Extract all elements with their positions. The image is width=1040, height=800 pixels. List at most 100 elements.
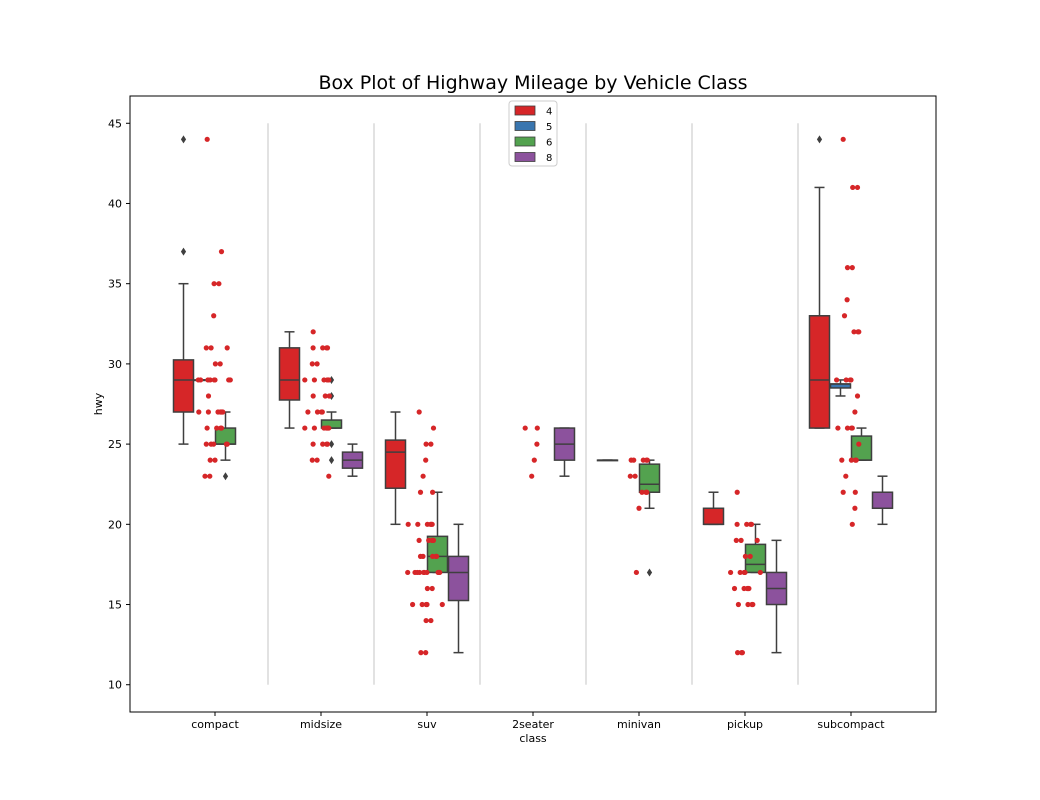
strip-point <box>738 537 744 543</box>
y-tick-label: 15 <box>108 599 122 612</box>
strip-point <box>211 377 217 383</box>
strip-point <box>632 473 638 479</box>
box-pickup-8 <box>765 539 788 654</box>
strip-point <box>320 345 326 351</box>
strip-point <box>428 521 434 527</box>
strip-point <box>405 521 411 527</box>
outlier-point <box>180 247 187 256</box>
x-tick-label: 2seater <box>512 718 554 731</box>
strip-point <box>531 457 537 463</box>
strip-point <box>757 569 763 576</box>
strip-point <box>633 569 640 576</box>
strip-point <box>429 537 435 543</box>
strip-point <box>216 281 222 287</box>
strip-point <box>412 569 418 576</box>
x-axis-label: class <box>519 732 547 745</box>
strip-point <box>643 457 650 463</box>
strip-point <box>840 136 846 142</box>
strip-point <box>852 409 858 415</box>
strip-point <box>324 441 330 447</box>
outlier-point <box>816 135 823 144</box>
strip-point <box>430 489 436 495</box>
box-body <box>384 439 407 489</box>
strip-point <box>416 409 422 415</box>
strip-point <box>326 393 332 399</box>
strip-point <box>843 473 849 479</box>
legend-label-4: 4 <box>546 107 552 118</box>
strip-point <box>305 409 311 415</box>
legend: 4 5 6 8 <box>508 100 558 167</box>
strip-point <box>744 585 750 592</box>
strip-point <box>735 601 742 608</box>
box-body <box>638 463 661 493</box>
strip-point <box>324 377 330 383</box>
box-compact-6 <box>214 411 237 481</box>
strip-point <box>855 329 861 335</box>
strip-point <box>310 393 316 399</box>
strip-point <box>844 297 850 303</box>
strip-point <box>733 537 739 543</box>
strip-point <box>195 377 201 383</box>
strip-point <box>534 441 540 447</box>
plot-area <box>172 123 894 685</box>
strip-point <box>747 553 753 559</box>
box-suv-8 <box>447 523 470 654</box>
strip-point <box>211 441 217 447</box>
strip-point <box>423 601 429 608</box>
box-subcompact-5 <box>829 379 852 397</box>
strip-point <box>636 505 642 511</box>
strip-point <box>739 650 745 656</box>
y-tick-label: 35 <box>108 278 122 291</box>
strip-point <box>534 425 540 431</box>
strip-point <box>420 473 426 479</box>
strip-point <box>314 361 320 367</box>
box-body <box>172 359 195 413</box>
outlier-point <box>328 440 335 449</box>
strip-point <box>323 425 329 431</box>
strip-point <box>415 521 421 527</box>
outlier-point <box>222 472 229 481</box>
strip-point <box>754 537 760 543</box>
strip-point <box>223 441 229 447</box>
strip-point <box>844 265 851 271</box>
strip-point <box>844 425 851 431</box>
strip-point <box>205 393 212 399</box>
strip-point <box>196 409 202 415</box>
strip-point <box>326 473 332 479</box>
strip-point <box>735 650 741 656</box>
box-compact-4 <box>172 135 195 445</box>
strip-point <box>203 345 209 351</box>
strip-point <box>218 425 224 431</box>
strip-point <box>320 441 326 447</box>
strip-point <box>734 521 740 527</box>
box-midsize-8 <box>341 443 364 477</box>
strip-point <box>203 441 209 447</box>
strip-point <box>852 457 859 463</box>
legend-swatch-4 <box>514 105 536 116</box>
strip-point <box>211 313 217 319</box>
strip-point <box>423 457 429 463</box>
strip-point <box>310 345 316 351</box>
strip-point <box>212 457 218 463</box>
box-body <box>850 435 873 461</box>
strip-point <box>214 425 220 431</box>
strip-point <box>847 377 853 383</box>
strip-point <box>848 457 855 463</box>
x-tick-label: minivan <box>617 718 661 731</box>
strip-point <box>309 457 315 463</box>
strip-point <box>310 441 316 447</box>
strip-point <box>423 441 429 447</box>
box-pickup-4 <box>702 491 725 526</box>
legend-swatch-8 <box>514 152 536 162</box>
x-tick-label: midsize <box>300 718 342 731</box>
legend-label-6: 6 <box>546 138 552 149</box>
strip-point <box>314 457 320 463</box>
strip-point <box>410 601 416 608</box>
strip-point <box>848 425 855 431</box>
strip-point <box>224 345 230 351</box>
legend-swatch-5 <box>514 121 536 131</box>
strip-point <box>217 409 223 415</box>
strip-point <box>851 329 857 335</box>
box-subcompact-4 <box>808 135 831 429</box>
strip-point <box>205 377 211 383</box>
